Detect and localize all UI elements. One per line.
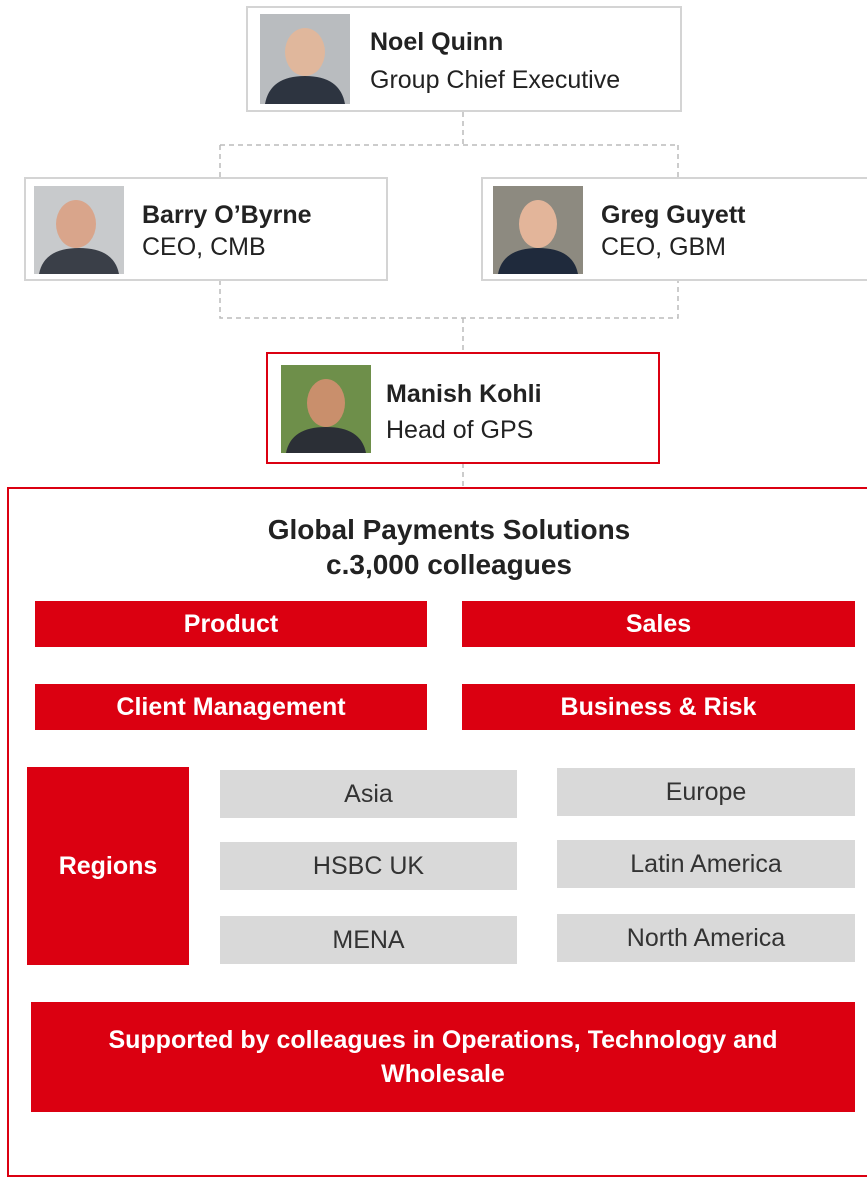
region: Europe [557, 768, 855, 816]
unit-heading: Global Payments Solutions c.3,000 collea… [0, 512, 867, 582]
region: HSBC UK [220, 842, 517, 890]
person-title: Head of GPS [386, 416, 533, 445]
function: Product [35, 601, 427, 647]
function: Client Management [35, 684, 427, 730]
person-card: Barry O’Byrne CEO, CMB [24, 177, 388, 281]
person-name: Barry O’Byrne [142, 201, 312, 230]
unit-subtitle: c.3,000 colleagues [0, 547, 867, 582]
person-name: Manish Kohli [386, 380, 542, 409]
person-name: Noel Quinn [370, 28, 503, 57]
region: North America [557, 914, 855, 962]
region: Asia [220, 770, 517, 818]
region: Latin America [557, 840, 855, 888]
unit-title: Global Payments Solutions [0, 512, 867, 547]
photo [260, 14, 350, 104]
function: Sales [462, 601, 855, 647]
function: Business & Risk [462, 684, 855, 730]
person-title: CEO, GBM [601, 233, 726, 262]
person-card: Manish Kohli Head of GPS [266, 352, 660, 464]
photo [493, 186, 583, 274]
person-title: Group Chief Executive [370, 66, 620, 95]
person-name: Greg Guyett [601, 201, 745, 230]
person-card: Noel Quinn Group Chief Executive [246, 6, 682, 112]
photo [34, 186, 124, 274]
photo [281, 365, 371, 453]
region: MENA [220, 916, 517, 964]
person-title: CEO, CMB [142, 233, 266, 262]
regions-label: Regions [27, 767, 189, 965]
page: Noel Quinn Group Chief Executive Barry O… [0, 0, 867, 1169]
support-banner: Supported by colleagues in Operations, T… [31, 1002, 855, 1112]
person-card: Greg Guyett CEO, GBM [481, 177, 867, 281]
